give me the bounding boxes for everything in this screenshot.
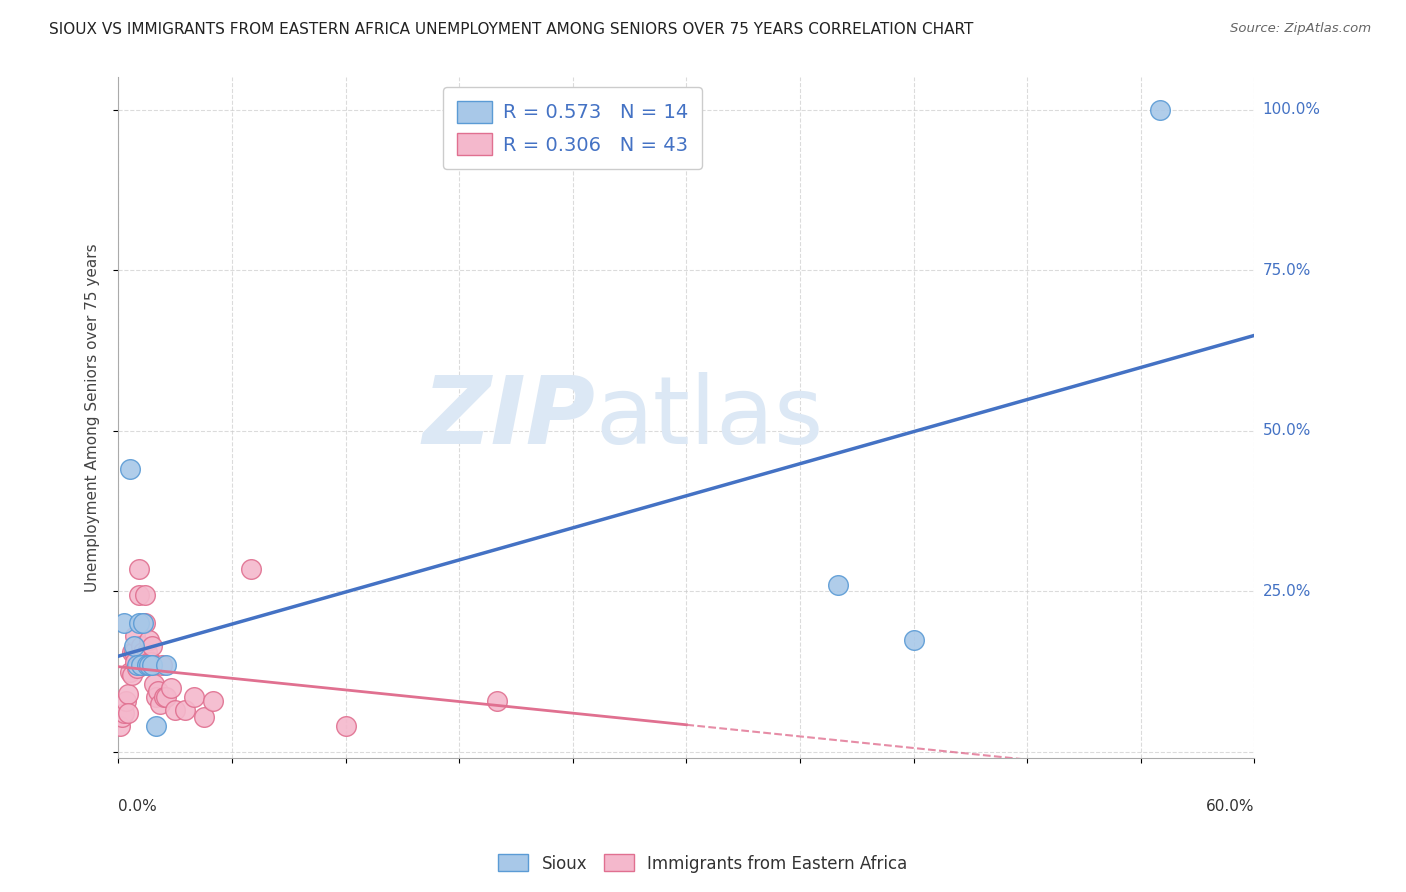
Text: 25.0%: 25.0% <box>1263 584 1310 599</box>
Point <box>132 658 155 673</box>
Point <box>335 719 357 733</box>
Point <box>110 719 132 733</box>
Point <box>128 562 150 576</box>
Point <box>202 693 225 707</box>
Point <box>138 655 160 669</box>
Point <box>173 703 195 717</box>
Y-axis label: Unemployment Among Seniors over 75 years: Unemployment Among Seniors over 75 years <box>86 244 100 592</box>
Text: 100.0%: 100.0% <box>1263 102 1320 117</box>
Point <box>118 665 141 679</box>
Point <box>141 658 163 673</box>
Point <box>165 703 187 717</box>
Point <box>128 588 150 602</box>
Point <box>145 719 167 733</box>
Text: SIOUX VS IMMIGRANTS FROM EASTERN AFRICA UNEMPLOYMENT AMONG SENIORS OVER 75 YEARS: SIOUX VS IMMIGRANTS FROM EASTERN AFRICA … <box>49 22 973 37</box>
Point <box>135 645 157 659</box>
Point <box>129 655 152 669</box>
Point <box>150 658 173 673</box>
Point <box>486 693 509 707</box>
Point <box>1149 103 1171 117</box>
Point <box>112 616 135 631</box>
Point <box>129 639 152 653</box>
Point <box>903 632 925 647</box>
Point <box>193 709 215 723</box>
Point <box>127 661 149 675</box>
Point <box>124 629 146 643</box>
Point <box>121 668 143 682</box>
Point <box>155 658 177 673</box>
Text: 75.0%: 75.0% <box>1263 262 1310 277</box>
Point <box>122 645 145 659</box>
Point <box>138 632 160 647</box>
Point <box>124 655 146 669</box>
Point <box>139 655 162 669</box>
Point <box>145 690 167 705</box>
Text: 0.0%: 0.0% <box>118 799 157 814</box>
Text: atlas: atlas <box>596 372 824 464</box>
Text: Source: ZipAtlas.com: Source: ZipAtlas.com <box>1230 22 1371 36</box>
Point <box>115 693 138 707</box>
Point <box>239 562 262 576</box>
Point <box>127 658 149 673</box>
Point <box>134 616 156 631</box>
Point <box>149 697 172 711</box>
Point <box>128 616 150 631</box>
Point <box>132 616 155 631</box>
Point <box>112 706 135 721</box>
Text: 60.0%: 60.0% <box>1206 799 1254 814</box>
Point <box>134 588 156 602</box>
Point <box>152 690 174 705</box>
Point <box>138 658 160 673</box>
Point <box>146 684 169 698</box>
Point <box>160 681 183 695</box>
Point <box>183 690 205 705</box>
Point <box>143 677 166 691</box>
Point <box>129 658 152 673</box>
Point <box>141 658 163 673</box>
Point <box>111 709 134 723</box>
Point <box>132 645 155 659</box>
Point <box>118 462 141 476</box>
Point <box>141 639 163 653</box>
Point <box>135 658 157 673</box>
Point <box>117 687 139 701</box>
Text: ZIP: ZIP <box>423 372 596 464</box>
Point <box>117 706 139 721</box>
Text: 50.0%: 50.0% <box>1263 423 1310 438</box>
Point <box>121 645 143 659</box>
Point <box>155 690 177 705</box>
Point <box>122 639 145 653</box>
Point <box>827 578 849 592</box>
Legend: Sioux, Immigrants from Eastern Africa: Sioux, Immigrants from Eastern Africa <box>492 847 914 880</box>
Legend: R = 0.573   N = 14, R = 0.306   N = 43: R = 0.573 N = 14, R = 0.306 N = 43 <box>443 87 703 169</box>
